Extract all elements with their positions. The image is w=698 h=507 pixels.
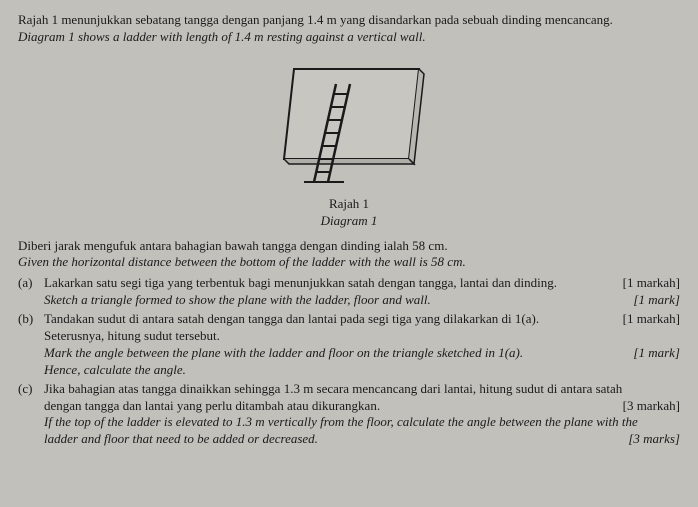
a-marks-malay: [1 markah] — [610, 275, 680, 292]
a-marks-english: [1 mark] — [610, 292, 680, 309]
b-marks-english: [1 mark] — [610, 345, 680, 362]
given-english: Given the horizontal distance between th… — [18, 254, 680, 271]
c-marks-malay: [3 markah] — [610, 398, 680, 415]
c-malay-2: dengan tangga dan lantai yang perlu dita… — [44, 398, 610, 415]
question-a: (a) Lakarkan satu segi tiga yang terbent… — [18, 275, 680, 309]
b-english-2: Hence, calculate the angle. — [44, 362, 680, 379]
b-english-1: Mark the angle between the plane with th… — [44, 345, 610, 362]
question-b: (b) Tandakan sudut di antara satah denga… — [18, 311, 680, 379]
b-malay-2: Seterusnya, hitung sudut tersebut. — [44, 328, 680, 345]
b-malay-1: Tandakan sudut di antara satah dengan ta… — [44, 311, 610, 328]
caption-english: Diagram 1 — [321, 213, 378, 230]
caption-malay: Rajah 1 — [321, 196, 378, 213]
c-english-1: If the top of the ladder is elevated to … — [44, 414, 680, 431]
label-c: (c) — [18, 381, 44, 449]
b-marks-malay: [1 markah] — [610, 311, 680, 328]
given-malay: Diberi jarak mengufuk antara bahagian ba… — [18, 238, 680, 255]
label-b: (b) — [18, 311, 44, 379]
intro-malay: Rajah 1 menunjukkan sebatang tangga deng… — [18, 12, 680, 29]
a-malay: Lakarkan satu segi tiga yang terbentuk b… — [44, 275, 610, 292]
ladder-diagram — [264, 54, 434, 194]
diagram-container: Rajah 1 Diagram 1 — [18, 54, 680, 230]
a-english: Sketch a triangle formed to show the pla… — [44, 292, 610, 309]
question-c: (c) Jika bahagian atas tangga dinaikkan … — [18, 381, 680, 449]
c-english-2: ladder and floor that need to be added o… — [44, 431, 610, 448]
intro-english: Diagram 1 shows a ladder with length of … — [18, 29, 680, 46]
c-malay-1: Jika bahagian atas tangga dinaikkan sehi… — [44, 381, 680, 398]
label-a: (a) — [18, 275, 44, 309]
c-marks-english: [3 marks] — [610, 431, 680, 448]
